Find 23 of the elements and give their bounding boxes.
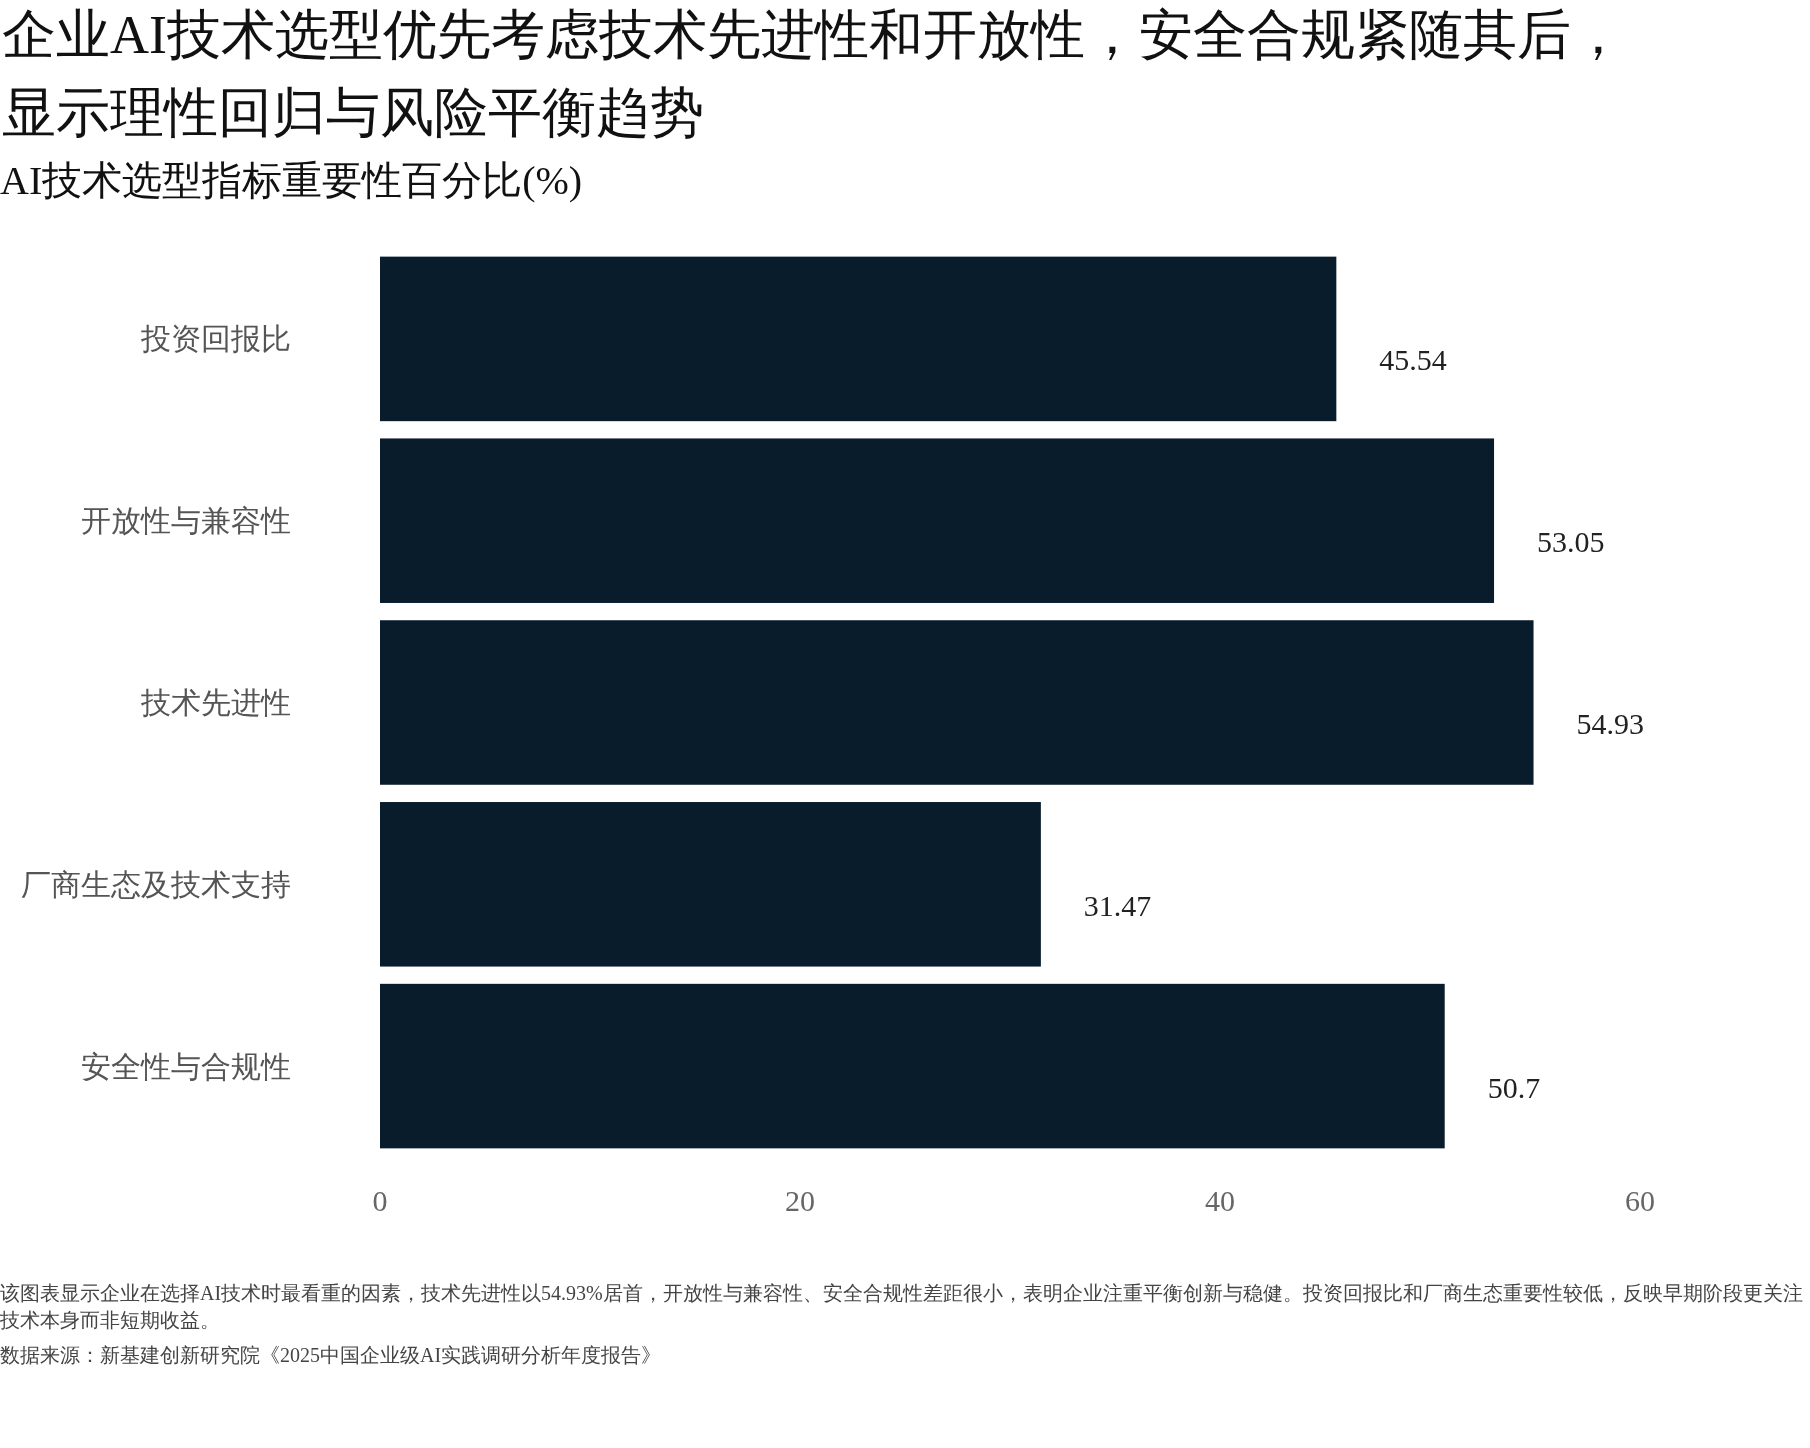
bar (380, 983, 1445, 1149)
bar (380, 802, 1041, 967)
x-tick-label: 40 (1205, 1183, 1235, 1217)
data-label: 53.05 (1537, 525, 1605, 559)
y-tick-label: 厂商生态及技术支持 (21, 867, 291, 901)
y-tick-label: 开放性与兼容性 (81, 504, 291, 538)
text: 该图表显示企业在选择AI技术时最看重的因素，技术先进性以54.93%居首，开放性与兼容性、安全合规性差距很小，表明企业注重平衡创新与稳健。投资回报比和厂商生态重要性较低，反映早期阶段更关注技术本身而非短期收益。 (0, 1281, 1804, 1333)
y-tick-label: 安全性与合规性 (81, 1049, 291, 1083)
x-tick-label: 60 (1625, 1183, 1655, 1217)
bar (380, 256, 1337, 422)
data-label: 45.54 (1379, 343, 1447, 377)
data-label: 54.93 (1576, 707, 1645, 740)
chart-title: 企业AI技术选型优先考虑技术先进性和开放性，安全合规紧随其后，显示理性回归与风险平衡趋势 (2, 4, 1626, 145)
x-tick-label: 20 (785, 1183, 815, 1217)
data-label: 31.47 (1083, 888, 1152, 922)
x-tick-label: 0 (372, 1183, 388, 1217)
bar (380, 620, 1534, 785)
source-note: 数据来源：新基建创新研究院《2025中国企业级AI实践调研分析年度报告》 (0, 1343, 663, 1368)
y-tick-label: 投资回报比 (140, 322, 291, 356)
bar (380, 438, 1495, 603)
chart-subtitle: AI技术选型指标重要性百分比(%) (0, 157, 584, 205)
data-label: 50.7 (1487, 1070, 1541, 1104)
y-tick-label: 技术先进性 (140, 686, 291, 719)
